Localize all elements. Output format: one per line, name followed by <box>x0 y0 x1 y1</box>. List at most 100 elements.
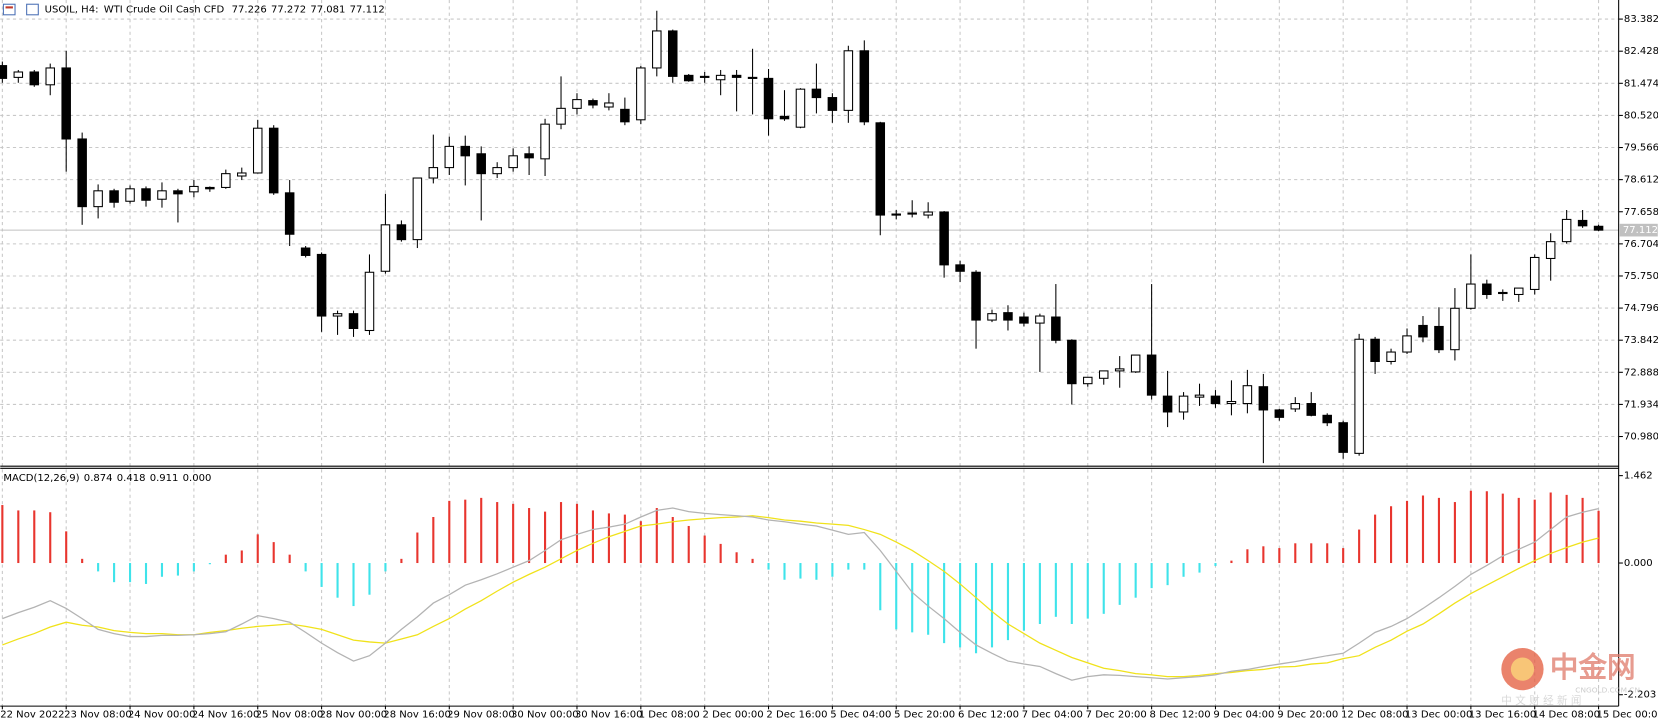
candle-body <box>620 108 630 123</box>
candle-body <box>1003 312 1013 321</box>
x-tick-label: 7 Dec 04:00 <box>1022 710 1083 721</box>
candle-body <box>348 313 359 330</box>
x-tick-label: 24 Nov 00:00 <box>128 710 196 721</box>
candle-body <box>1466 283 1476 309</box>
candle-body <box>652 30 662 69</box>
candle-body <box>492 167 502 175</box>
candle-body <box>316 253 327 317</box>
x-tick-label: 5 Dec 20:00 <box>894 710 955 721</box>
x-tick-label: 13 Dec 16:00 <box>1469 710 1536 721</box>
candle-body <box>1194 394 1205 398</box>
symbol-description: WTI Crude Oil Cash CFD <box>104 5 225 16</box>
candle-body <box>1114 368 1125 372</box>
x-tick-label: 30 Nov 00:00 <box>511 710 579 721</box>
watermark-logo-inner <box>1510 657 1535 681</box>
candle-body <box>811 88 822 99</box>
watermark-brand: 中金网 <box>1550 651 1636 684</box>
y-tick-label: 80.520 <box>1624 110 1658 121</box>
candle-body <box>476 153 486 175</box>
candle-body <box>699 75 710 78</box>
candle-body <box>157 190 167 200</box>
candle-body <box>1482 283 1492 296</box>
candle-body <box>396 224 407 241</box>
x-tick-label: 12 Dec 08:00 <box>1341 710 1408 721</box>
candle-body <box>1258 386 1269 411</box>
candle-body <box>1386 351 1396 362</box>
candle-body <box>1338 422 1348 453</box>
indicator-value: 0.911 <box>150 473 179 484</box>
candle-body <box>875 122 886 216</box>
candle-body <box>1274 409 1285 418</box>
marks-layer <box>0 10 1623 710</box>
candle-body <box>971 271 981 321</box>
candle-body <box>747 76 758 79</box>
x-tick-label: 14 Dec 08:00 <box>1533 710 1600 721</box>
candle-body <box>1322 414 1332 424</box>
candle-body <box>524 153 534 159</box>
x-tick-label: 8 Dec 12:00 <box>1150 710 1211 721</box>
y-tick-label: 82.428 <box>1624 46 1658 57</box>
candle-body <box>588 100 598 106</box>
candle-body <box>1210 395 1221 405</box>
candle-body <box>715 74 726 81</box>
icon <box>5 6 13 9</box>
watermark-site: CNGOLD.COM.CN <box>1575 685 1640 694</box>
x-tick-label: 9 Dec 20:00 <box>1277 710 1338 721</box>
indicator-legend: MACD(12,26,9) 0.874 0.418 0.911 0.000 <box>3 473 211 484</box>
candle-body <box>284 192 295 235</box>
ohlc-close: 77.112 <box>350 5 385 16</box>
candle-body <box>141 188 151 201</box>
candle-body <box>29 71 40 86</box>
x-tick-label: 23 Nov 08:00 <box>64 710 132 721</box>
candle-body <box>827 97 838 111</box>
candle-body <box>795 88 806 128</box>
x-tick-label: 2 Dec 00:00 <box>703 710 764 721</box>
candle-body <box>428 167 439 179</box>
x-tick-label: 7 Dec 20:00 <box>1086 710 1147 721</box>
candle-body <box>779 115 790 120</box>
icon <box>26 3 39 16</box>
candle-body <box>668 30 678 77</box>
y-tick-label: 71.934 <box>1624 399 1658 410</box>
x-tick-label: 28 Nov 00:00 <box>319 710 387 721</box>
candle-body <box>1434 325 1444 351</box>
x-tick-label: 25 Nov 08:00 <box>256 710 324 721</box>
candle-body <box>1498 291 1508 295</box>
candle-body <box>1098 370 1109 379</box>
candle-body <box>955 264 965 272</box>
candle-body <box>1514 287 1524 296</box>
x-tick-label: 9 Dec 04:00 <box>1213 710 1274 721</box>
candle-body <box>93 190 103 208</box>
x-tick-label: 30 Nov 16:00 <box>575 710 643 721</box>
candle-body <box>252 127 263 174</box>
candle-body <box>268 127 279 194</box>
candle-body <box>13 71 24 78</box>
x-tick-label: 2 Dec 16:00 <box>766 710 827 721</box>
candle-body <box>556 107 566 125</box>
indicator-title: MACD(12,26,9) <box>3 473 79 484</box>
indicator-line <box>2 507 1599 681</box>
y-tick-label: 79.566 <box>1624 143 1658 154</box>
candle-body <box>332 313 343 317</box>
candle-body <box>300 247 311 256</box>
candle-body <box>1162 395 1173 413</box>
y-tick-label: 78.612 <box>1624 175 1658 186</box>
y-tick-label: 77.658 <box>1624 207 1658 218</box>
candle-body <box>1402 335 1412 353</box>
symbol: USOIL, H4: <box>45 5 99 16</box>
candle-body <box>45 67 55 86</box>
candle-body <box>1529 256 1540 290</box>
icon <box>2 3 16 16</box>
candle-body <box>636 67 646 121</box>
price-tag <box>1619 223 1658 237</box>
indicator-value: 0.000 <box>183 473 212 484</box>
candle-body <box>1035 315 1045 324</box>
price-tag-label: 77.112 <box>1623 225 1658 236</box>
candle-body <box>1178 395 1189 413</box>
candle-body <box>1146 354 1157 396</box>
candle-body <box>1130 354 1141 373</box>
chart-title: USOIL, H4: WTI Crude Oil Cash CFD 77.226 77… <box>45 5 385 16</box>
candle-body <box>859 50 870 123</box>
candle-body <box>1019 316 1029 324</box>
